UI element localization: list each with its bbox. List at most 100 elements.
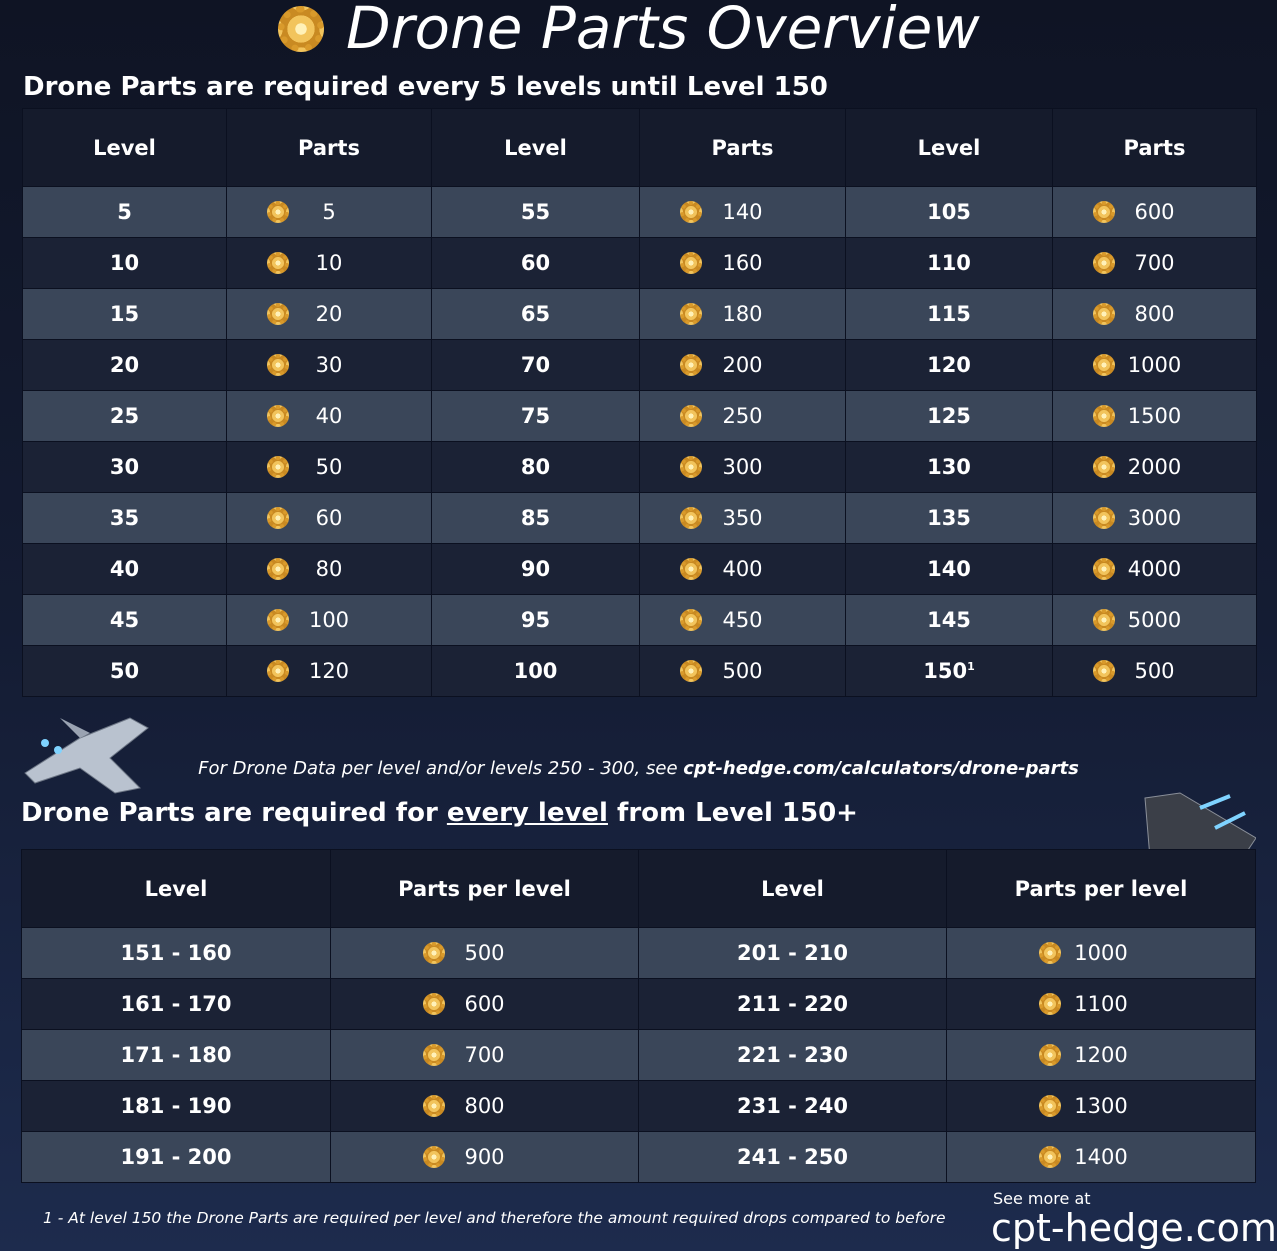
gear-icon: [267, 354, 289, 376]
brand-site: cpt-hedge.com: [991, 1206, 1277, 1250]
table-cell: 80: [431, 441, 640, 493]
gear-icon: [680, 405, 702, 427]
header-cell: Level: [638, 849, 947, 928]
gear-icon: [1093, 405, 1115, 427]
level: 55: [520, 200, 551, 224]
table-cell: 40: [22, 543, 227, 595]
gear-icon: [423, 942, 445, 964]
level: 140: [927, 557, 971, 581]
heading-emphasis: every level: [446, 798, 608, 828]
parts: 250: [722, 404, 763, 428]
parts: 2000: [1127, 455, 1182, 479]
parts: 500: [722, 659, 763, 683]
table-cell: 600: [1052, 186, 1257, 238]
table-cell: 171 - 180: [21, 1029, 331, 1081]
table-cell: 1100: [946, 978, 1256, 1030]
table-cell: 135: [845, 492, 1053, 544]
gear-icon: [423, 1095, 445, 1117]
table-cell: 1000: [946, 927, 1256, 979]
table-cell: 161 - 170: [21, 978, 331, 1030]
table-cell: 60: [226, 492, 432, 544]
level: 150: [923, 659, 968, 683]
heading-text: Drone Parts are required for: [21, 798, 438, 828]
table-cell: 160: [639, 237, 846, 289]
table-cell: 241 - 250: [638, 1131, 947, 1183]
brand-prefix: See more at: [993, 1189, 1091, 1208]
table-cell: 5: [226, 186, 432, 238]
gear-icon: [1093, 660, 1115, 682]
note: For Drone Data per level and/or levels 2…: [0, 758, 1277, 779]
header-cell: Parts: [1052, 108, 1257, 187]
table-cell: 200: [639, 339, 846, 391]
gear-icon: [680, 507, 702, 529]
table-cell: 10: [226, 237, 432, 289]
table-row: 171 - 180 700 221 - 230 1200: [21, 1029, 1256, 1081]
gear-icon: [423, 1044, 445, 1066]
level: 125: [927, 404, 971, 428]
gear-icon: [680, 252, 702, 274]
level: 105: [927, 200, 971, 224]
gear-icon: [1093, 507, 1115, 529]
table-cell: 50: [22, 645, 227, 697]
parts: 600: [464, 992, 505, 1016]
level: 231 - 240: [736, 1094, 848, 1118]
table-cell: 30: [22, 441, 227, 493]
table-cell: 85: [431, 492, 640, 544]
parts: 5000: [1127, 608, 1182, 632]
gear-icon: [267, 660, 289, 682]
gear-icon: [423, 993, 445, 1015]
header-cell: Level: [21, 849, 331, 928]
table-cell: 20: [226, 288, 432, 340]
gear-icon: [267, 252, 289, 274]
parts: 40: [315, 404, 343, 428]
note-link[interactable]: cpt-hedge.com/calculators/drone-parts: [683, 758, 1079, 779]
gear-icon: [1093, 456, 1115, 478]
level: 50: [109, 659, 140, 683]
gear-icon: [267, 303, 289, 325]
table-cell: 140: [639, 186, 846, 238]
level: 95: [520, 608, 551, 632]
table-row: 45 100 95 450 145 5000: [22, 594, 1257, 646]
table-row: 10 10 60 160 110 700: [22, 237, 1257, 289]
parts: 400: [722, 557, 763, 581]
table-row: 181 - 190 800 231 - 240 1300: [21, 1080, 1256, 1132]
level: 35: [109, 506, 140, 530]
table-cell: 3000: [1052, 492, 1257, 544]
parts: 180: [722, 302, 763, 326]
level: 70: [520, 353, 551, 377]
table-cell: 140: [845, 543, 1053, 595]
drone-illustration: [1144, 792, 1256, 863]
table-cell: 900: [330, 1131, 639, 1183]
table-cell: 100: [226, 594, 432, 646]
header-cell: Parts per level: [946, 849, 1256, 928]
table-cell: 60: [431, 237, 640, 289]
gear-icon: [680, 558, 702, 580]
table-cell: 45: [22, 594, 227, 646]
drone-illustration: [24, 717, 149, 794]
gear-icon: [1039, 942, 1061, 964]
gear-icon: [1039, 1095, 1061, 1117]
level: 211 - 220: [736, 992, 848, 1016]
parts: 500: [1134, 659, 1175, 683]
table-cell: 191 - 200: [21, 1131, 331, 1183]
table-cell: 500: [639, 645, 846, 697]
table-cell: 95: [431, 594, 640, 646]
level: 201 - 210: [736, 941, 848, 965]
table-cell: 5000: [1052, 594, 1257, 646]
table-row: 50 120 100 500 1501 500: [22, 645, 1257, 697]
parts: 30: [315, 353, 343, 377]
parts: 20: [315, 302, 343, 326]
gear-icon: [267, 201, 289, 223]
table-cell: 115: [845, 288, 1053, 340]
parts: 1100: [1074, 992, 1128, 1016]
header-row: Level Parts per level Level Parts per level: [21, 849, 1256, 928]
gear-icon: [267, 456, 289, 478]
parts: 140: [722, 200, 763, 224]
table-row: 35 60 85 350 135 3000: [22, 492, 1257, 544]
level: 30: [109, 455, 140, 479]
level: 181 - 190: [120, 1094, 232, 1118]
parts: 600: [1134, 200, 1175, 224]
table-cell: 4000: [1052, 543, 1257, 595]
table-cell: 181 - 190: [21, 1080, 331, 1132]
